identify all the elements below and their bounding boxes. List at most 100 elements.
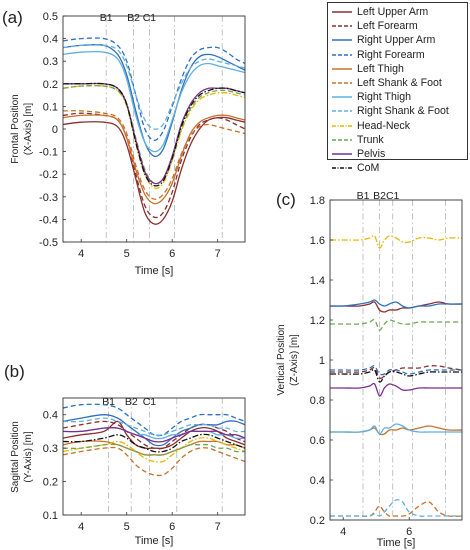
series-line-left-upper-arm — [330, 301, 462, 313]
event-label-c1: C1 — [386, 190, 400, 202]
x-axis-label-a: Time [s] — [135, 265, 174, 277]
legend-swatch — [332, 39, 352, 42]
y-tick-label: 0.2 — [43, 79, 58, 91]
x-tick-label: 5 — [124, 521, 130, 533]
legend-item-left-shank-foot: Left Shank & Foot — [331, 76, 465, 90]
series-group — [330, 234, 462, 517]
legend-item-pelvis: Pelvis — [331, 147, 465, 161]
y-tick-label: 0.1 — [43, 101, 58, 113]
x-tick-label: 7 — [215, 521, 221, 533]
legend-item-right-upper-arm: Right Upper Arm — [331, 33, 465, 47]
series-line-right-thigh — [63, 427, 245, 440]
series-line-com — [330, 368, 462, 383]
event-label-b2: B2 — [125, 396, 138, 408]
series-line-left-thigh — [330, 425, 462, 436]
legend-label: Right Forearm — [357, 48, 425, 61]
y-axis-label-b: Sagittal Position — [10, 421, 21, 493]
y-tick-label: -0.4 — [39, 214, 58, 226]
series-line-left-thigh — [63, 114, 245, 205]
legend-label: Left Thigh — [357, 62, 404, 75]
legend-swatch — [332, 96, 352, 98]
legend-label: CoM — [357, 162, 380, 175]
x-tick-label: 4 — [78, 521, 84, 533]
y-tick-label: -0.5 — [39, 237, 58, 249]
y-tick-label: 1.8 — [310, 195, 325, 207]
series-line-right-thigh — [63, 50, 245, 153]
y-tick-label: 0.2 — [43, 477, 58, 489]
y-tick-label: -0.1 — [39, 147, 58, 159]
legend-item-head-neck: Head-Neck — [331, 119, 465, 133]
legend-swatch — [332, 82, 352, 84]
y-tick-label: -0.3 — [39, 192, 58, 204]
series-line-left-upper-arm — [63, 116, 245, 225]
series-line-left-shank-foot — [330, 501, 462, 517]
series-line-left-forearm — [63, 112, 245, 219]
legend-item-com: CoM — [331, 161, 465, 175]
panel-c: (c) B1 B2 C1 0.2 0.4 0.6 0.8 1 1.2 1.4 1.6 1.8 4 6Time… — [276, 190, 463, 549]
series-line-right-upper-arm — [330, 299, 462, 309]
legend-swatch — [332, 124, 352, 127]
panel-label-b: (b) — [4, 362, 25, 381]
y-tick-label: -0.2 — [39, 169, 58, 181]
y-axis-label-a: Frontal Position — [10, 94, 21, 163]
y-tick-label: 1.4 — [310, 275, 325, 287]
y-axis-label-c: Vertical Position — [276, 324, 287, 395]
x-axis-label-c: Time [s] — [377, 537, 416, 549]
x-tick-label: 5 — [124, 248, 130, 260]
series-line-head-neck — [63, 437, 245, 463]
series-line-trunk — [63, 84, 245, 185]
series-group — [63, 37, 245, 225]
series-line-right-forearm — [63, 403, 245, 437]
legend-label: Right Thigh — [357, 91, 411, 104]
event-label-c1: C1 — [143, 12, 157, 24]
legend-swatch — [332, 139, 352, 141]
event-label-c1: C1 — [143, 396, 157, 408]
series-line-left-shank-foot — [63, 446, 245, 477]
legend-swatch — [332, 153, 352, 155]
y-tick-label: 0.4 — [43, 34, 58, 46]
x-tick-label: 7 — [215, 248, 221, 260]
legend-swatch — [332, 167, 352, 169]
legend-swatch — [332, 68, 352, 70]
legend-item-right-thigh: Right Thigh — [331, 90, 465, 104]
panel-label-a: (a) — [2, 8, 23, 27]
y-tick-label: 1.2 — [310, 315, 325, 327]
legend-label: Right Upper Arm — [357, 34, 436, 47]
series-line-trunk — [330, 319, 462, 331]
y-axis-label-a: (X-Axis) [m] — [23, 103, 34, 155]
x-tick-label: 6 — [169, 248, 175, 260]
x-tick-label: 6 — [406, 526, 412, 538]
event-label-b1: B1 — [357, 190, 370, 202]
series-line-com — [63, 433, 245, 453]
legend-label: Head-Neck — [357, 119, 410, 132]
series-line-head-neck — [63, 84, 245, 190]
y-tick-label: 0.4 — [310, 475, 325, 487]
legend-label: Trunk — [357, 133, 384, 146]
legend-swatch — [332, 53, 352, 56]
y-tick-label: 0.3 — [43, 443, 58, 455]
y-tick-label: 0.4 — [43, 410, 58, 422]
axes-frame — [62, 397, 246, 516]
legend-item-left-thigh: Left Thigh — [331, 62, 465, 76]
y-tick-label: 1.6 — [310, 235, 325, 247]
y-tick-label: 0 — [52, 124, 58, 136]
series-line-right-shank-foot — [63, 44, 245, 130]
series-line-right-forearm — [330, 365, 462, 376]
y-axis-label-c: (Z-Axis) [m] — [289, 334, 300, 386]
legend-item-right-shank-foot: Right Shank & Foot — [331, 104, 465, 118]
y-tick-label: 0.8 — [310, 395, 325, 407]
axes-frame — [329, 199, 463, 521]
legend-label: Right Shank & Foot — [357, 105, 449, 118]
event-label-b1: B1 — [100, 12, 113, 24]
y-tick-label: 0.6 — [310, 435, 325, 447]
legend: Left Upper Arm Left Forearm Right Upper Ar… — [327, 2, 468, 174]
series-line-pelvis — [63, 427, 245, 443]
x-axis-label-b: Time [s] — [135, 535, 174, 547]
legend-item-trunk: Trunk — [331, 133, 465, 147]
series-line-right-shank-foot — [63, 417, 245, 436]
x-tick-label: 4 — [78, 248, 84, 260]
legend-swatch — [332, 110, 352, 113]
series-line-right-thigh — [330, 423, 462, 435]
